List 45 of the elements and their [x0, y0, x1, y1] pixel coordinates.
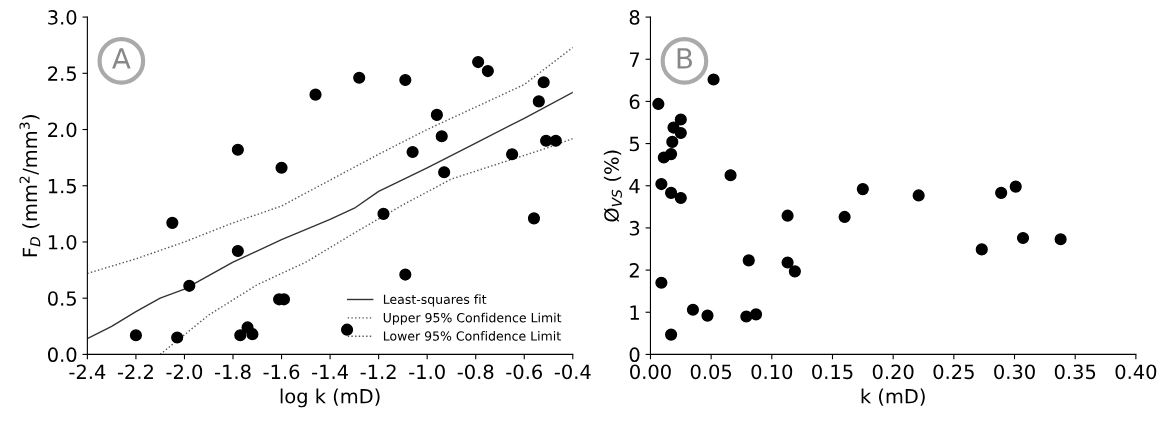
- y-axis-title: F$_{D}$ (mm$^{2}$/mm$^{3}$): [19, 115, 41, 257]
- x-tick-label: 0.30: [994, 364, 1035, 380]
- legend-label: Lower 95% Confidence Limit: [383, 331, 561, 341]
- x-tick-label: -1.8: [214, 364, 251, 380]
- x-tick-label: -0.8: [457, 364, 494, 380]
- x-tick-label: -1.2: [360, 364, 396, 379]
- y-tick-label: 3.0: [48, 10, 77, 25]
- x-axis-title: k (mD): [861, 388, 925, 406]
- x-tick-label: 0.40: [1115, 364, 1157, 380]
- y-tick-label: 0: [629, 347, 640, 363]
- y-tick-label: 7: [629, 52, 640, 67]
- y-axis-title: Ø$_{VS}$ (%): [603, 150, 622, 222]
- x-tick-label: -0.6: [506, 364, 542, 380]
- x-tick-label: -1.0: [409, 364, 445, 380]
- x-tick-label: 0.10: [751, 364, 793, 380]
- y-tick-label: 8: [629, 10, 640, 25]
- x-tick-label: 0.05: [690, 364, 732, 380]
- x-tick-label: -1.6: [263, 364, 300, 380]
- y-tick-label: 1.5: [48, 178, 76, 194]
- x-tick-label: 0.15: [812, 364, 853, 380]
- y-tick-label: 2.0: [48, 122, 77, 138]
- x-tick-label: -1.4: [312, 364, 348, 379]
- x-tick-label: 0.00: [630, 364, 671, 380]
- annotation: B: [677, 48, 692, 69]
- x-tick-label: 0.35: [1054, 364, 1096, 380]
- legend-label: Least-squares fit: [383, 294, 487, 307]
- y-tick-label: 3: [629, 220, 640, 236]
- y-tick-label: 4: [629, 178, 640, 194]
- y-tick-label: 0.5: [48, 291, 76, 306]
- y-tick-label: 0.0: [48, 347, 77, 363]
- x-tick-label: -0.4: [554, 364, 591, 380]
- annotation: A: [112, 48, 131, 69]
- y-tick-label: 1.0: [48, 234, 77, 250]
- x-tick-label: -2.4: [69, 364, 106, 379]
- x-tick-label: 0.20: [872, 364, 914, 380]
- y-tick-label: 2: [629, 263, 639, 278]
- y-tick-label: 1: [630, 305, 639, 320]
- legend-label: Upper 95% Confidence Limit: [383, 312, 562, 325]
- x-axis-title: log k (mD): [280, 388, 380, 408]
- x-tick-label: -2.2: [117, 364, 153, 379]
- y-tick-label: 6: [629, 94, 640, 110]
- y-tick-label: 5: [629, 136, 640, 152]
- y-tick-label: 2.5: [48, 66, 76, 81]
- x-tick-label: 0.25: [933, 364, 974, 380]
- x-tick-label: -2.0: [166, 364, 203, 380]
